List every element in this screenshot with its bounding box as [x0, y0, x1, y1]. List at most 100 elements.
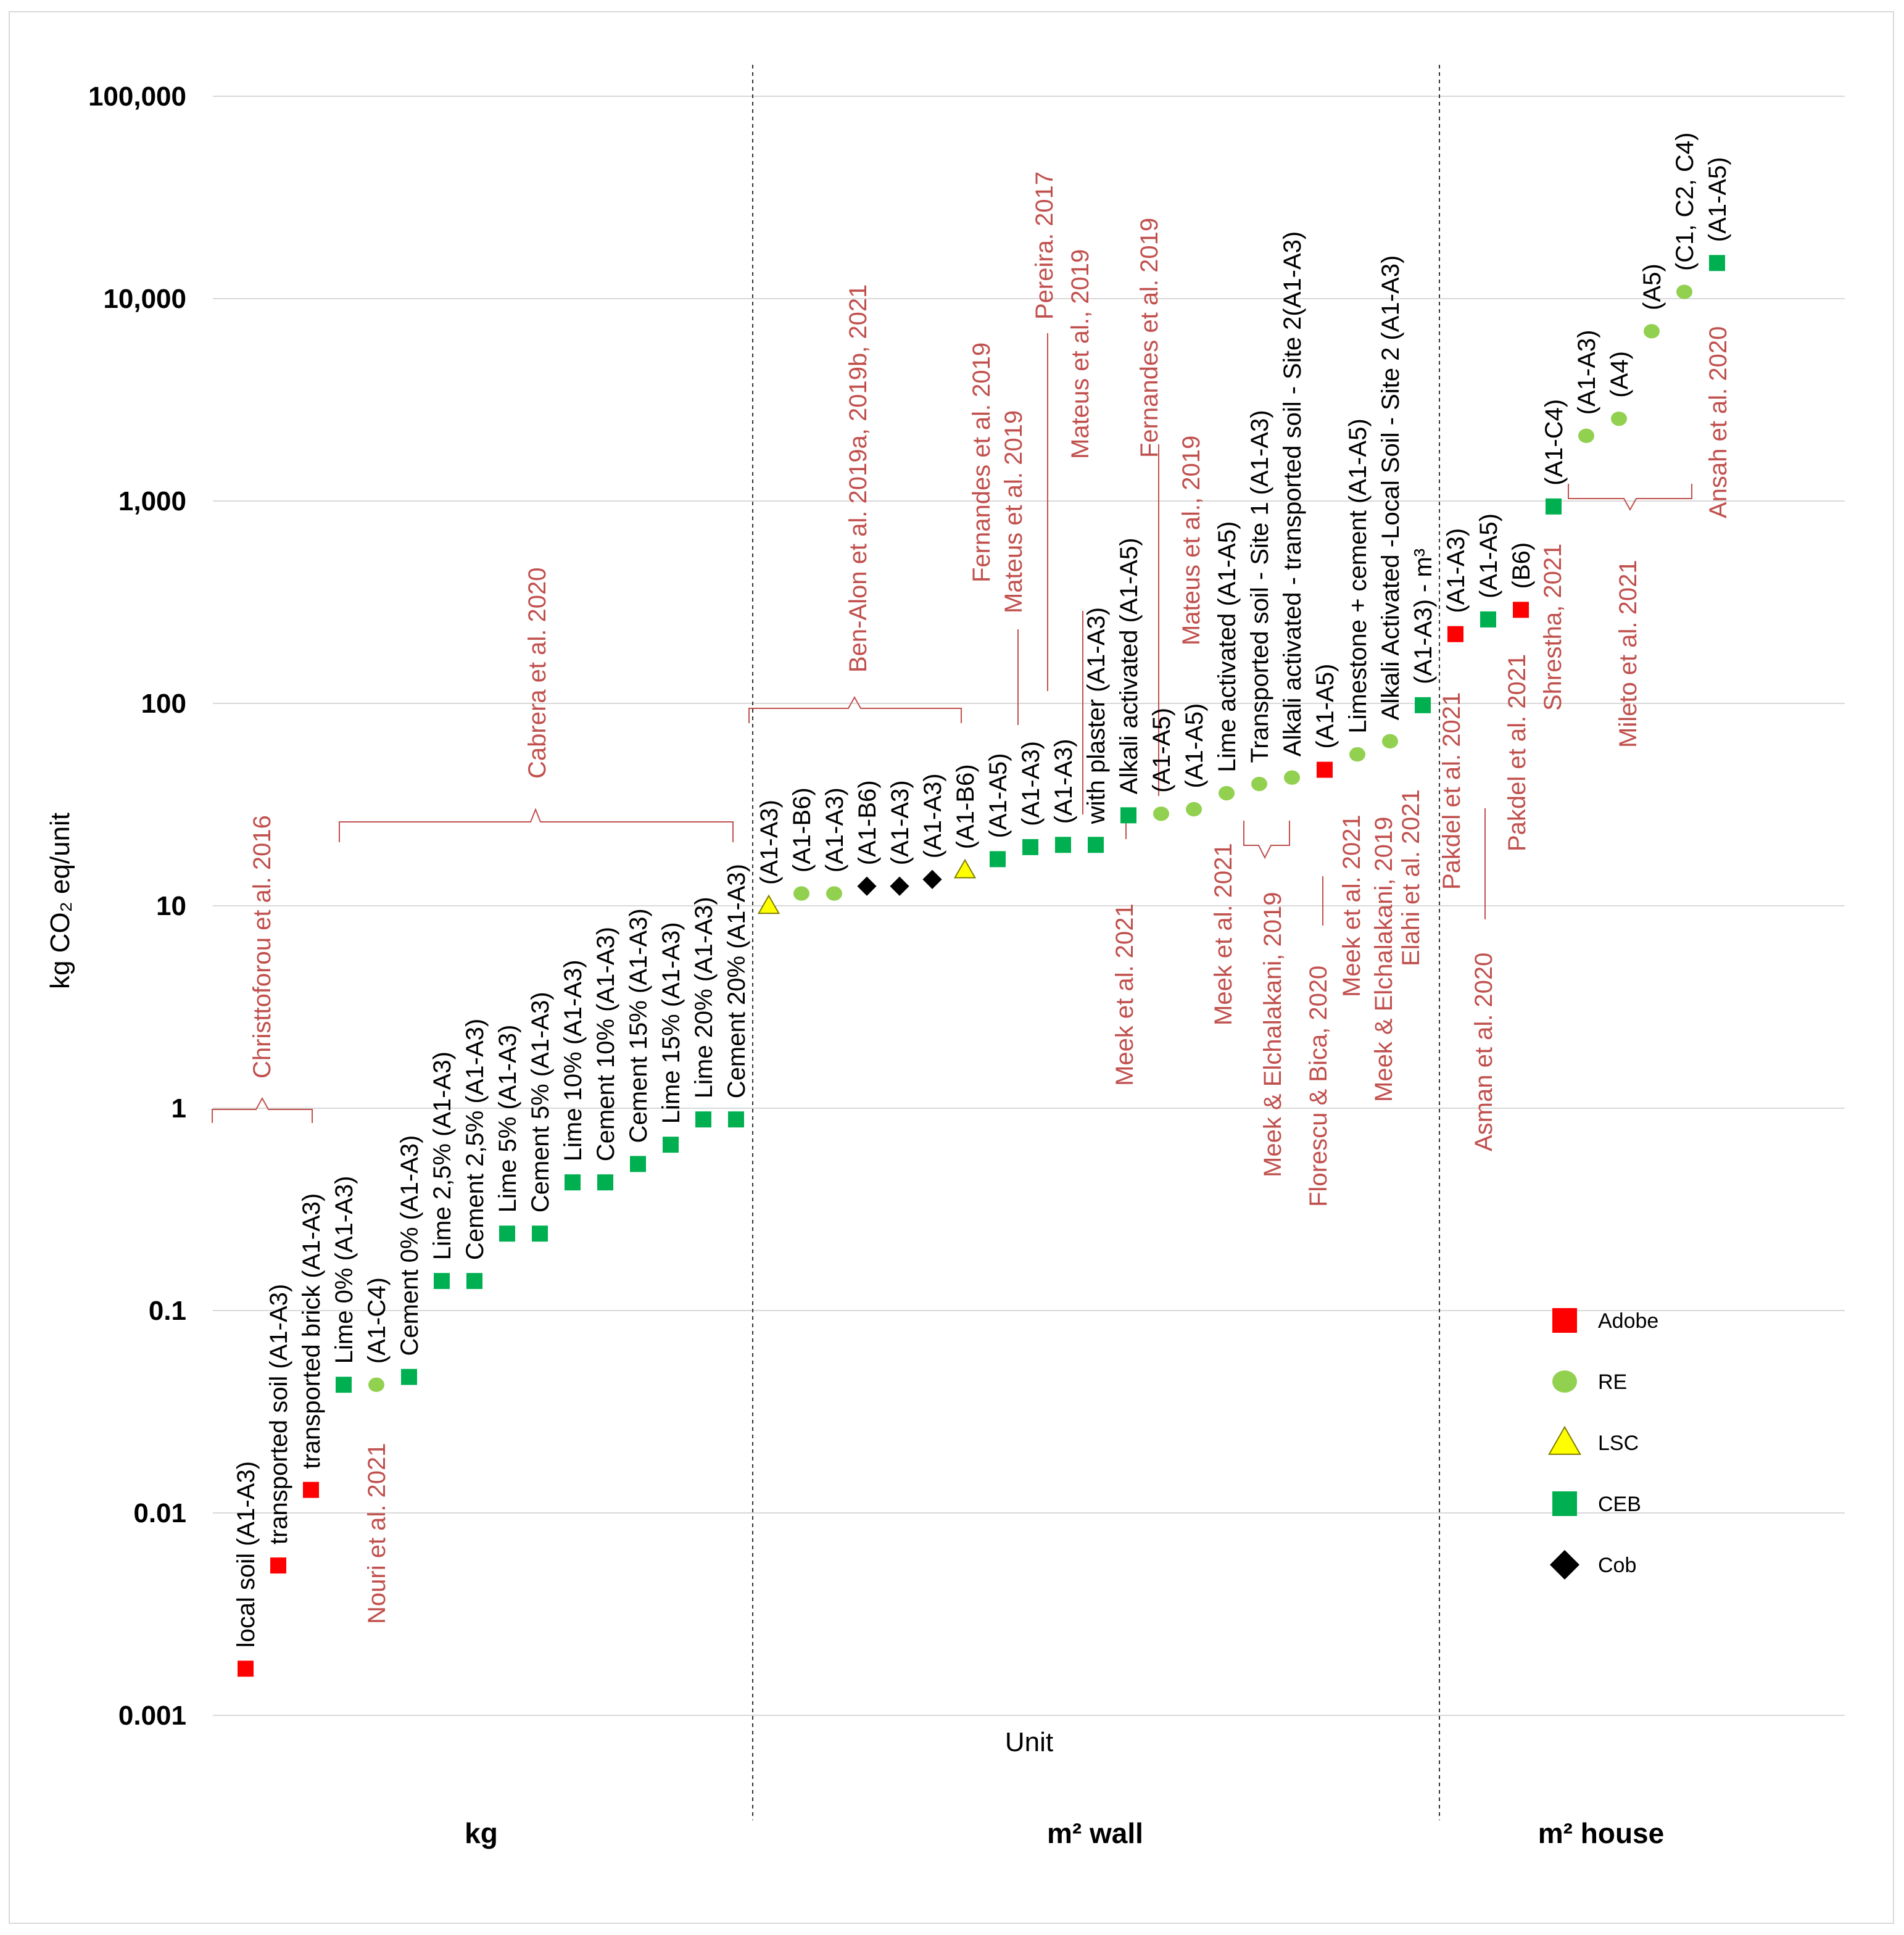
data-point-re	[1153, 806, 1169, 821]
ref-pereira-2017: Pereira. 2017	[1031, 172, 1058, 320]
y-tick-label: 1,000	[118, 486, 186, 516]
ref-meek-2021-b: Meek et al. 2021	[1210, 843, 1237, 1026]
data-point-re	[793, 886, 809, 901]
data-point-ceb	[1088, 837, 1104, 853]
ref-mateus-2019-b: Mateus et al., 2019	[1067, 249, 1094, 459]
data-point-label: Alkali activated - transported soil - Si…	[1279, 231, 1306, 756]
data-point-label: (A1-A3)	[1017, 741, 1045, 826]
data-point-label: Lime 2,5% (A1-A3)	[429, 1051, 456, 1260]
data-point-ceb	[1415, 697, 1431, 713]
data-point-label: (A1-B6)	[789, 787, 816, 872]
data-point-label: Cement 5% (A1-A3)	[527, 992, 554, 1212]
data-point-label: Lime activated (A1-A5)	[1214, 521, 1241, 773]
ref-nouri-2021: Nouri et al. 2021	[363, 1443, 391, 1624]
data-point-label: Cement 0% (A1-A3)	[396, 1135, 423, 1356]
data-point-ceb	[434, 1273, 450, 1290]
legend-label: Adobe	[1598, 1309, 1658, 1333]
legend-label: LSC	[1598, 1432, 1639, 1455]
data-point-ceb	[1022, 839, 1038, 855]
y-tick-label: 0.01	[133, 1498, 186, 1528]
legend: Adobe RE LSC CEB Cob	[1548, 1308, 1658, 1580]
data-point-re	[826, 886, 842, 901]
data-point-adobe	[270, 1557, 286, 1574]
data-point-re	[1644, 324, 1660, 339]
data-point-label: Lime 15% (A1-A3)	[658, 922, 685, 1124]
data-point-ceb	[597, 1174, 613, 1191]
data-point-label: (A1-A5)	[985, 753, 1012, 839]
ref-mileto-2021: Mileto et al. 2021	[1615, 560, 1642, 748]
data-point-label: Transported soil - Site 1 (A1-A3)	[1246, 410, 1273, 763]
reference-brackets	[212, 333, 1692, 1123]
ref-asman-2020: Asman et al. 2020	[1470, 953, 1497, 1151]
y-tick-label: 10	[156, 891, 186, 921]
data-point-label: transported brick (A1-A3)	[298, 1193, 325, 1469]
data-point-label: Cement 20% (A1-A3)	[723, 864, 750, 1098]
data-point-label: Cement 10% (A1-A3)	[592, 927, 619, 1161]
legend-marker-cob	[1550, 1550, 1579, 1580]
y-tick-label: 100,000	[88, 81, 186, 112]
data-point-lsc	[953, 858, 977, 879]
group-label-m2-wall: m² wall	[1047, 1817, 1143, 1849]
data-point-label: transported soil (A1-A3)	[265, 1284, 292, 1544]
y-axis-label: kg CO₂ eq/unit	[45, 813, 75, 989]
data-point-ceb	[1546, 498, 1562, 515]
chart-frame	[9, 11, 1894, 1924]
data-point-label: (A4)	[1606, 351, 1633, 398]
data-point-adobe	[1447, 626, 1463, 642]
ref-meek-2021-c: Meek et al. 2021	[1338, 814, 1365, 997]
data-point-label: (A1-C4)	[363, 1277, 391, 1364]
legend-marker-re	[1552, 1370, 1577, 1393]
data-point-label: Cement 2,5% (A1-A3)	[462, 1019, 489, 1260]
data-point-label: with plaster (A1-A3)	[1083, 607, 1110, 824]
data-point-label: (A1-C4)	[1541, 399, 1568, 486]
data-point-label: (A1-A3)	[1573, 329, 1600, 415]
data-point-ceb	[466, 1273, 482, 1290]
data-point-label: Lime 10% (A1-A3)	[560, 959, 587, 1161]
data-point-label: (B6)	[1508, 542, 1535, 589]
data-point-label: Limestone + cement (A1-A5)	[1344, 418, 1372, 733]
data-point-re	[1578, 428, 1594, 444]
data-point-lsc	[757, 894, 780, 914]
data-point-label: Lime 5% (A1-A3)	[494, 1025, 521, 1213]
y-tick-label: 1	[172, 1093, 186, 1124]
group-label-m2-house: m² house	[1538, 1817, 1664, 1849]
data-point-ceb	[990, 851, 1006, 868]
data-point-re	[368, 1377, 384, 1392]
ref-meek-2021-a: Meek et al. 2021	[1111, 903, 1138, 1086]
data-point-label: (A1-A3)	[821, 787, 848, 872]
data-point-ceb	[630, 1156, 646, 1172]
data-point-label: Lime 0% (A1-A3)	[331, 1176, 358, 1364]
data-point-ceb	[401, 1369, 417, 1385]
data-point-ceb	[499, 1225, 515, 1242]
data-point-re	[1186, 802, 1202, 817]
data-point-label: (C1, C2, C4)	[1671, 133, 1699, 271]
data-point-adobe	[238, 1660, 254, 1677]
ref-mateus-2019-c: Mateus et al., 2019	[1178, 436, 1205, 645]
legend-label: CEB	[1598, 1493, 1641, 1516]
data-point-label: (A1-A3)	[919, 773, 946, 858]
data-point-label: Lime 20% (A1-A3)	[690, 897, 718, 1098]
data-point-ceb	[532, 1225, 548, 1242]
ref-fernandes-2019-a: Fernandes et al. 2019	[968, 342, 995, 582]
x-axis-label: Unit	[1005, 1727, 1053, 1757]
ref-pakdel-2021-a: Pakdel et al. 2021	[1438, 692, 1465, 890]
data-point-label: (A1-A5)	[1148, 708, 1175, 793]
legend-label: RE	[1598, 1370, 1627, 1394]
ref-shrestha-2021: Shrestha, 2021	[1539, 544, 1567, 711]
data-point-ceb	[565, 1174, 581, 1191]
legend-marker-ceb	[1552, 1491, 1577, 1516]
ref-elahi-2021: Elahi et al. 2021	[1397, 789, 1425, 966]
ref-meek-elchalakani-2019-a: Meek & Elchalakani, 2019	[1259, 892, 1286, 1178]
data-point-label: (A5)	[1639, 263, 1666, 310]
legend-label: Cob	[1598, 1554, 1636, 1577]
data-point-re	[1676, 284, 1692, 299]
data-point-label: (A1-B6)	[854, 780, 881, 865]
ref-florescu-bica-2020: Florescu & Bica, 2020	[1305, 966, 1332, 1207]
data-point-cob	[890, 876, 909, 896]
data-point-ceb	[1120, 807, 1136, 824]
data-point-label: (A1-A5)	[1181, 703, 1208, 789]
data-point-adobe	[1317, 761, 1333, 778]
data-point-ceb	[663, 1137, 679, 1153]
data-point-ceb	[1055, 837, 1071, 853]
data-point-ceb	[1709, 255, 1725, 271]
